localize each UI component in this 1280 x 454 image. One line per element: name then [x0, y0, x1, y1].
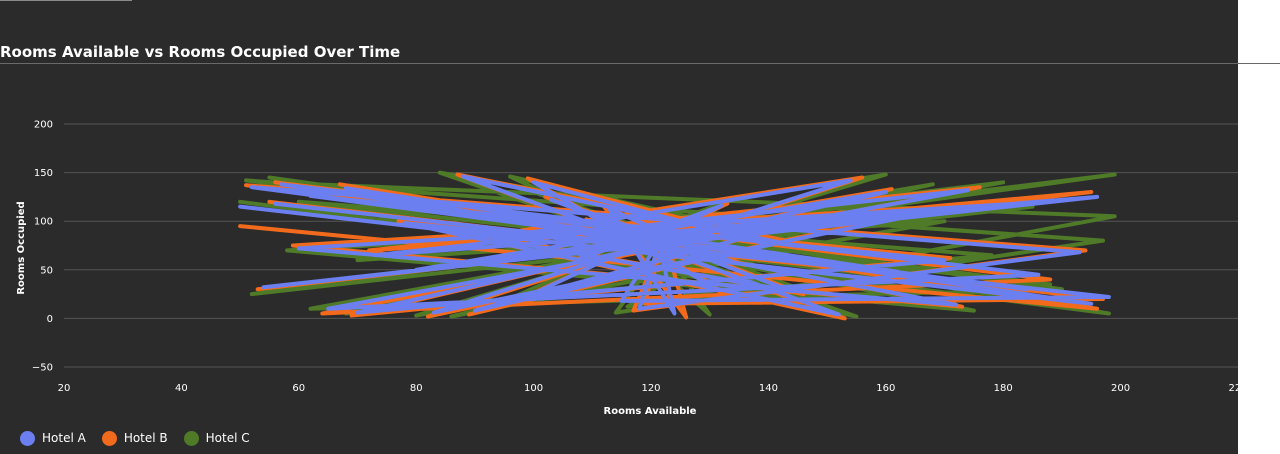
legend-item-hotel-c[interactable]: Hotel C: [183, 430, 250, 446]
legend-item-hotel-b[interactable]: Hotel B: [101, 430, 168, 446]
x-axis-label: Rooms Available: [604, 406, 697, 417]
y-tick-label: 100: [34, 217, 53, 228]
y-axis-ticks: 200 150 100 50 0 −50: [32, 120, 53, 374]
y-tick-label: 200: [34, 120, 53, 131]
legend-item-hotel-a[interactable]: Hotel A: [20, 430, 86, 446]
x-tick-label: 180: [994, 383, 1013, 394]
chart-title: Rooms Available vs Rooms Occupied Over T…: [0, 43, 401, 61]
legend-label-hotel-b: Hotel B: [123, 431, 168, 445]
y-tick-label: −50: [32, 363, 53, 374]
top-tab-indicator: [0, 0, 132, 1]
x-tick-label: 100: [524, 383, 543, 394]
x-tick-label: 80: [410, 383, 423, 394]
x-tick-label: 20: [58, 383, 71, 394]
legend: Hotel A Hotel B Hotel C: [20, 429, 266, 447]
title-divider: [0, 63, 1280, 64]
y-tick-label: 0: [47, 314, 53, 325]
x-axis-ticks: 20 40 60 80 100 120 140 160 180 200 220: [58, 383, 1238, 394]
x-tick-label: 220: [1228, 383, 1238, 394]
legend-label-hotel-c: Hotel C: [205, 431, 250, 445]
legend-marker-hotel-b: [101, 430, 117, 446]
x-tick-label: 140: [759, 383, 778, 394]
x-tick-label: 40: [175, 383, 188, 394]
legend-marker-hotel-c: [183, 430, 199, 446]
x-tick-label: 200: [1111, 383, 1130, 394]
x-tick-label: 160: [876, 383, 895, 394]
x-tick-label: 120: [641, 383, 660, 394]
y-tick-label: 50: [40, 265, 53, 276]
series-line-hotel-a[interactable]: [238, 174, 1111, 317]
series-lines: [238, 170, 1117, 321]
x-tick-label: 60: [292, 383, 305, 394]
legend-label-hotel-a: Hotel A: [42, 431, 86, 445]
y-tick-label: 150: [34, 168, 53, 179]
y-axis-label: Rooms Occupied: [16, 201, 27, 294]
legend-marker-hotel-a: [20, 430, 35, 446]
